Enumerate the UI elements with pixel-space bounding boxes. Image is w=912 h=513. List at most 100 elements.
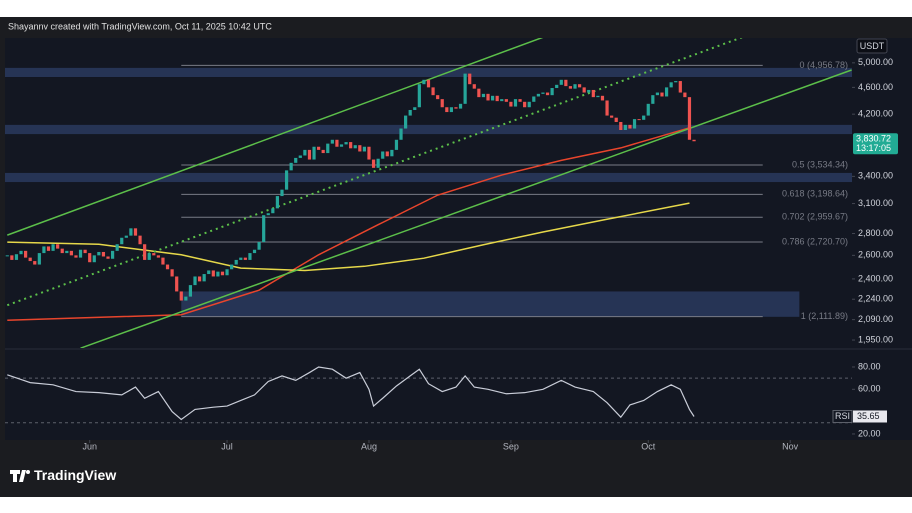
logo: TradingView [10,467,116,483]
logo-dot [26,470,30,474]
candle [266,213,270,216]
candle [504,99,508,102]
currency: USDT [860,41,885,51]
candle [458,103,463,109]
candle [440,99,444,108]
y-tick-label: 1,950.00 [858,334,893,344]
x-tick-label: Oct [641,441,656,451]
candle [527,101,531,108]
candle [14,254,19,260]
candle [175,276,179,292]
candle [275,196,280,209]
candle [74,255,78,258]
candle [600,95,605,101]
candle [335,139,339,147]
candle [202,274,206,282]
candle [326,143,330,154]
candle [60,248,64,254]
y-tick-label: 2,800.00 [858,228,893,238]
candle [92,255,96,263]
candle [495,95,499,102]
candle [234,259,238,265]
candle [687,97,692,140]
candle [614,117,618,122]
candle [344,142,348,145]
candle [692,139,696,142]
x-tick-label: Jun [82,441,97,451]
candle [477,88,481,98]
candle [51,244,55,251]
candle [513,99,518,107]
candle [536,93,540,97]
candle [317,146,321,150]
candle [413,107,417,110]
candle [577,84,582,88]
candle [298,155,302,158]
candle [518,99,522,102]
candle [239,257,243,260]
y-tick-label: 5,000.00 [858,57,893,67]
candle [582,87,586,93]
candle [660,92,664,97]
candle [248,253,252,260]
candle [568,86,573,89]
candle [230,264,234,270]
candle [486,93,490,101]
candle [216,271,220,277]
candle [678,81,682,93]
candle [271,208,275,214]
candle [243,257,247,260]
candle [193,276,197,286]
zone [5,124,852,135]
rsi-value: 35.65 [857,411,880,421]
x-tick-label: Sep [503,441,519,451]
candle [88,253,92,263]
candle [147,253,151,260]
candle [284,170,289,190]
candle [33,261,37,265]
candle [37,253,41,265]
y-tick-label: 2,240.00 [858,294,893,304]
zone [181,291,800,317]
candle [19,250,23,255]
candle [683,92,687,98]
candle [220,271,225,276]
candle [371,159,376,168]
candle [143,244,147,260]
candle [399,128,403,140]
fib-label: 0.702 (2,959.67) [782,212,848,222]
candle [632,119,637,129]
chart-panel [5,38,852,440]
candle [294,157,298,163]
x-tick-label: Aug [361,441,377,451]
candle [307,149,312,160]
candle [24,250,28,258]
candle [628,124,632,129]
currency-box [856,38,888,54]
candle [156,255,160,258]
candle [207,270,211,275]
candle [349,142,353,149]
candle [303,149,307,156]
candle [454,107,458,109]
candle [97,251,101,256]
candle [431,87,435,96]
candle [404,115,408,129]
fib-label: 0.618 (3,198.64) [782,189,848,199]
candle [120,237,124,245]
candle [381,151,385,159]
candle [367,146,371,160]
candle [197,276,202,282]
rsi-pane [5,366,852,424]
candle [101,251,106,257]
candle [83,249,87,254]
candle [481,93,486,98]
trendline [80,69,852,348]
candle [106,256,110,259]
candle [152,253,156,256]
candle [321,149,325,154]
candle [500,99,504,102]
y-tick-label: 2,400.00 [858,273,893,283]
rsi-tick-label: 20.00 [858,428,881,438]
y-tick-label: 2,090.00 [858,314,893,324]
